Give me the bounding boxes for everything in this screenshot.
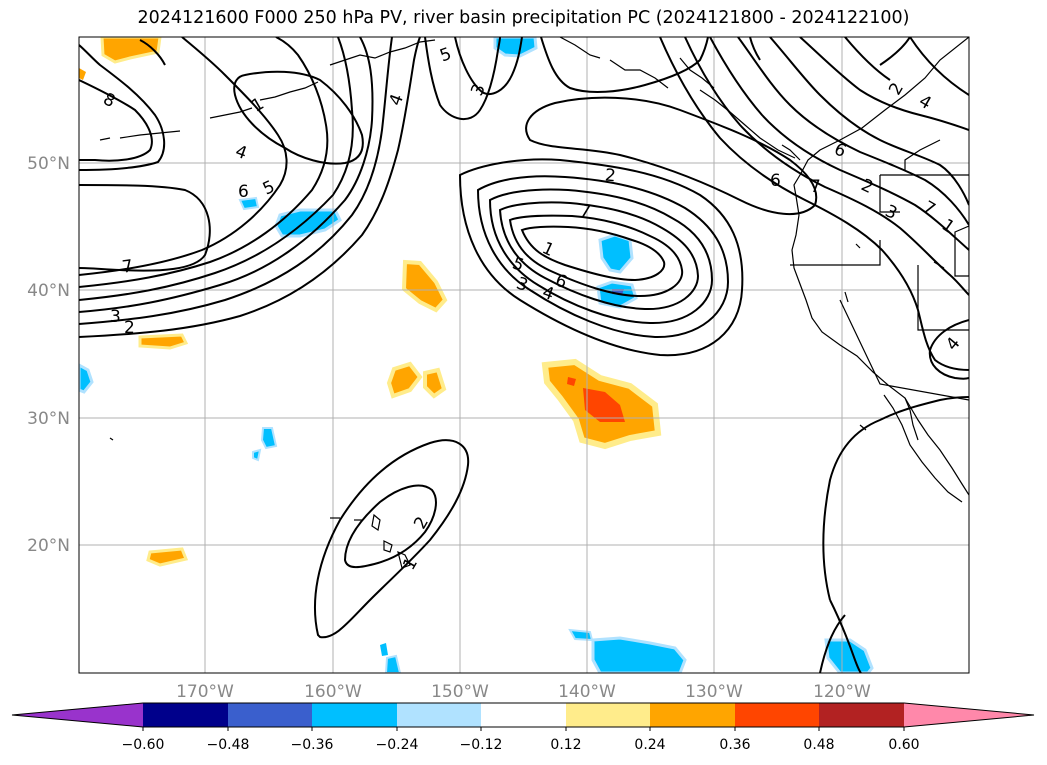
lat-tick-label: 30°N (27, 409, 70, 429)
colorbar-segment (650, 703, 735, 727)
lon-tick-label: 160°W (304, 682, 362, 702)
contour-label: 7 (578, 201, 592, 223)
lon-tick-label: 170°W (176, 682, 234, 702)
colorbar-tick-label: 0.48 (803, 737, 834, 753)
map-gridlines (79, 37, 969, 673)
colorbar-tick-label: −0.24 (376, 737, 419, 753)
lat-tick-label: 40°N (27, 281, 70, 301)
lat-tick-label: 50°N (27, 154, 70, 174)
precip-positive-areas (79, 37, 662, 567)
colorbar-tick-label: −0.36 (291, 737, 334, 753)
contour-label: 2 (124, 318, 135, 338)
colorbar: −0.60 −0.48 −0.36 −0.24 −0.12 0.12 0.24 … (11, 702, 1035, 753)
colorbar-tick-label: −0.48 (207, 737, 250, 753)
colorbar-segment (481, 703, 566, 727)
pv-contours (79, 37, 969, 673)
colorbar-tick-label: −0.12 (460, 737, 503, 753)
precip-negative-areas (79, 37, 874, 673)
contour-label: 6 (238, 182, 249, 202)
colorbar-segment (312, 703, 397, 727)
lat-tick-label: 20°N (27, 536, 70, 556)
lon-tick-label: 150°W (431, 682, 489, 702)
colorbar-segment (397, 703, 481, 727)
lat-axis-labels: 50°N 40°N 30°N 20°N (27, 154, 70, 556)
colorbar-tick-label: 0.24 (634, 737, 665, 753)
colorbar-segment (143, 703, 228, 727)
contour-label: 6 (770, 171, 781, 191)
colorbar-segment (735, 703, 819, 727)
precip-shading (79, 37, 874, 673)
colorbar-tick-label: 0.12 (550, 737, 581, 753)
colorbar-segment (819, 703, 904, 727)
lon-tick-label: 130°W (685, 682, 743, 702)
contour-label: 7 (810, 177, 821, 197)
map-area (79, 37, 969, 673)
colorbar-tick-label: 0.60 (888, 737, 919, 753)
colorbar-segment (566, 703, 650, 727)
lon-axis-labels: 170°W 160°W 150°W 140°W 130°W 120°W (176, 682, 871, 702)
colorbar-right-extension (904, 703, 1034, 727)
colorbar-tick-label: −0.60 (122, 737, 165, 753)
lon-tick-label: 140°W (558, 682, 616, 702)
colorbar-segment (228, 703, 312, 727)
contour-label: 7 (121, 256, 135, 277)
map-border (78, 36, 970, 674)
colorbar-tick-label: 0.36 (719, 737, 750, 753)
contour-label: 3 (110, 307, 121, 327)
map-title: 2024121600 F000 250 hPa PV, river basin … (137, 8, 910, 28)
colorbar-left-extension (12, 703, 143, 727)
contour-label: 2 (604, 166, 617, 187)
lon-tick-label: 120°W (813, 682, 871, 702)
